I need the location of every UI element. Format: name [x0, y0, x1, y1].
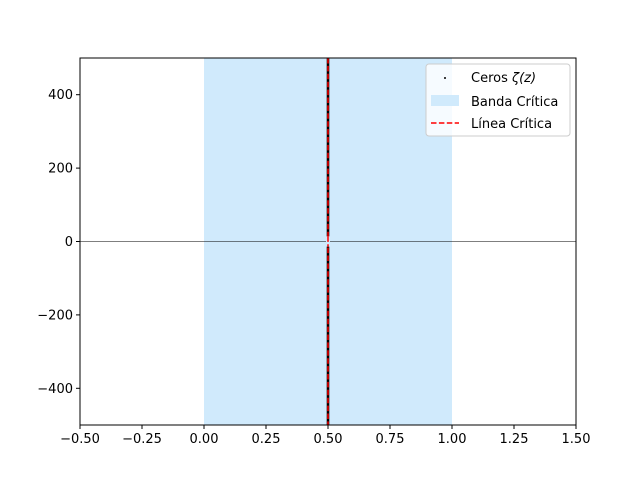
x-tick-label: 0.00 [190, 432, 219, 447]
legend-label-critical-strip: Banda Crítica [471, 95, 558, 110]
legend-label-zeros: Ceros ζ(z) [471, 71, 536, 86]
x-tick-label: 0.50 [314, 432, 343, 447]
legend-swatch-critical-strip [431, 95, 459, 106]
y-tick-label: 200 [48, 162, 73, 177]
y-tick-label: −400 [37, 382, 73, 397]
legend: Ceros ζ(z) Banda Crítica Línea Crítica [425, 63, 571, 137]
y-tick-label: 0 [65, 235, 73, 250]
legend-frame [425, 63, 571, 137]
y-axis: −400 −200 0 200 400 [37, 88, 80, 397]
y-tick-label: −200 [37, 308, 73, 323]
x-tick-label: 1.25 [500, 432, 529, 447]
x-tick-label: −0.25 [122, 432, 162, 447]
y-tick-label: 400 [48, 88, 73, 103]
x-tick-label: 0.75 [376, 432, 405, 447]
x-tick-label: 1.00 [438, 432, 467, 447]
x-tick-label: 0.25 [252, 432, 281, 447]
x-axis: −0.50 −0.25 0.00 0.25 0.50 0.75 1.00 1.25 1.50 [60, 425, 590, 447]
legend-marker-zeros [444, 77, 446, 79]
plot-area [79, 57, 577, 426]
x-tick-label: −0.50 [60, 432, 100, 447]
legend-label-critical-line: Línea Crítica [471, 117, 552, 132]
x-tick-label: 1.50 [562, 432, 591, 447]
